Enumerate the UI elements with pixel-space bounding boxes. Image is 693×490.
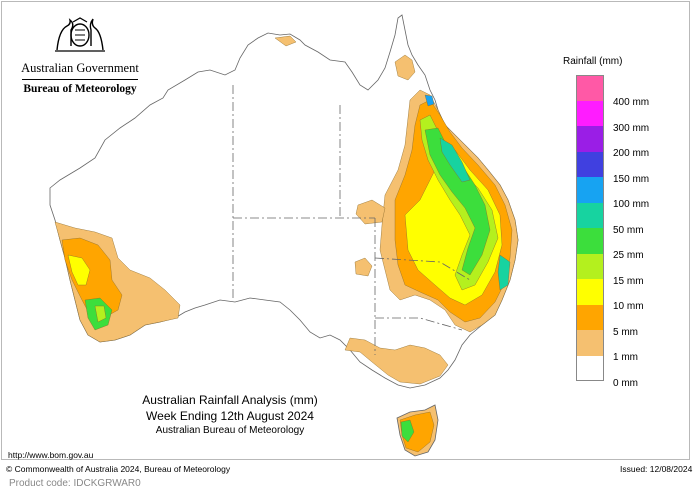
rain-region-east-100mm [424, 94, 435, 107]
legend-label: 300 mm [613, 122, 650, 134]
legend-swatch [576, 75, 604, 101]
coat-of-arms-icon [55, 17, 105, 52]
legend-swatch [576, 279, 604, 305]
logo-divider [22, 79, 138, 80]
rain-region-inland-patch [355, 199, 386, 225]
map-title-line1: Australian Rainfall Analysis (mm) [142, 393, 318, 407]
legend-label: 0 mm [613, 377, 638, 389]
rain-region-sa [344, 337, 449, 385]
legend-swatch [576, 100, 604, 126]
legend-swatch [576, 202, 604, 228]
bom-url[interactable]: http://www.bom.gov.au [8, 450, 94, 460]
legend-swatch [576, 228, 604, 254]
rain-region-sa-patch [354, 257, 373, 277]
legend-label: 5 mm [613, 326, 638, 338]
bureau-name: Bureau of Meteorology [23, 83, 137, 95]
map-title-line2: Week Ending 12th August 2024 [146, 409, 314, 423]
rain-region-top-end [274, 35, 297, 47]
issued-date: Issued: 12/08/2024 [620, 464, 693, 474]
legend-swatch [576, 151, 604, 177]
legend-title: Rainfall (mm) [563, 56, 623, 67]
legend-swatch [576, 126, 604, 152]
rain-region-coast-50mm [497, 254, 511, 291]
product-code: Product code: IDCKGRWAR0 [9, 478, 141, 489]
legend-label: 400 mm [613, 97, 650, 108]
legend-label: 1 mm [613, 352, 638, 363]
government-name: Australian Government [21, 61, 139, 75]
rain-region-east-50mm [439, 137, 471, 183]
copyright-text: © Commonwealth of Australia 2024, Bureau… [6, 464, 231, 474]
legend-label: 15 mm [613, 275, 644, 287]
legend-label: 25 mm [613, 250, 644, 261]
legend-swatch [576, 253, 604, 279]
legend-swatch [576, 330, 604, 356]
rain-region-tas-25mm [400, 419, 415, 443]
rain-region-wa-10mm [67, 254, 91, 286]
rainfall-map [49, 14, 519, 457]
legend-label: 50 mm [613, 224, 644, 236]
legend-label: 200 mm [613, 148, 650, 159]
legend-swatch [576, 355, 604, 381]
legend-label: 150 mm [613, 173, 650, 185]
state-borders [232, 85, 471, 355]
map-title-line3: Australian Bureau of Meteorology [155, 425, 305, 436]
legend-swatch [576, 177, 604, 203]
legend-label: 100 mm [613, 199, 650, 210]
government-logo: Australian Government Bureau of Meteorol… [20, 16, 140, 95]
map-title: Australian Rainfall Analysis (mm) Week E… [130, 393, 330, 436]
rain-region-cape-york [394, 54, 416, 81]
legend-label: 10 mm [613, 301, 644, 312]
rain-region-wa-15mm [94, 305, 107, 323]
legend-swatches [576, 75, 604, 381]
legend-swatch [576, 304, 604, 330]
